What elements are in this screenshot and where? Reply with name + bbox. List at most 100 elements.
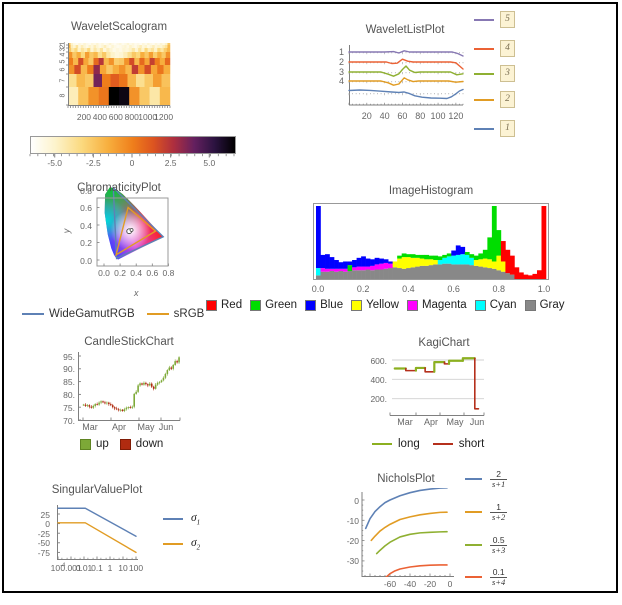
histogram-bar: [352, 260, 357, 268]
heatmap-cell: [121, 45, 125, 48]
legend-item: σ2: [163, 537, 200, 551]
legend-item: 0.1 s+4: [465, 568, 508, 587]
nichols-plot-title: NicholsPlot: [377, 473, 435, 485]
line-swatch-icon: [372, 443, 392, 445]
x-tick-label: May: [137, 422, 155, 432]
heatmap-cell: [124, 58, 130, 65]
candle: [152, 386, 155, 389]
legend-item: Blue: [305, 299, 343, 311]
x-tick-label: Mar: [82, 422, 98, 432]
x-tick-label: Apr: [423, 417, 439, 427]
heatmap-cell: [129, 58, 135, 65]
candle: [129, 407, 132, 408]
series-line-sigma2: [57, 522, 137, 554]
heatmap-cell: [131, 43, 135, 45]
candle: [92, 405, 95, 408]
candle: [115, 408, 118, 410]
y-tick-label: 95.: [63, 351, 75, 362]
heatmap-cell: [134, 58, 140, 65]
colorbar-tick-label: 0: [129, 158, 135, 168]
legend-item: Yellow: [351, 299, 399, 311]
heatmap-cell: [73, 58, 79, 65]
legend-label: σ2: [191, 537, 201, 552]
color-swatch-icon: [119, 438, 131, 450]
histogram-bar: [334, 268, 339, 272]
heatmap-cell: [80, 65, 88, 74]
histogram-bar: [343, 268, 348, 272]
x-tick-label: 100: [128, 563, 144, 573]
heatmap-cell: [124, 43, 127, 45]
x-tick-label: 0.6: [447, 284, 460, 294]
candle: [102, 401, 104, 403]
heatmap-cell: [102, 74, 111, 87]
histogram-bar: [424, 265, 430, 279]
heatmap-cell: [96, 43, 99, 45]
candle: [111, 405, 114, 408]
legend-item: 5: [474, 11, 515, 28]
y-tick-label: 90.: [63, 364, 75, 375]
histogram-bar: [356, 270, 362, 279]
heatmap-cell: [149, 87, 161, 105]
histogram-bar: [365, 269, 371, 279]
line-swatch-icon: [465, 478, 482, 481]
series-line-sigma1: [57, 507, 137, 537]
histogram-bar: [505, 273, 511, 279]
candle: [170, 367, 173, 369]
kagi-segment-short: [424, 367, 436, 373]
legend-item: 4: [474, 40, 515, 57]
y-tick-label: -10: [346, 515, 359, 526]
x-tick-label: 0.6: [146, 268, 159, 278]
histogram-bar: [500, 261, 506, 272]
heatmap-cell: [164, 43, 168, 45]
histogram-bar: [437, 260, 443, 265]
heatmap-cell: [144, 52, 149, 58]
candle: [172, 364, 174, 369]
histogram-bar: [415, 257, 421, 267]
x-tick-label: Jun: [469, 417, 485, 427]
kagi-chart-title: KagiChart: [418, 337, 470, 349]
histogram-bar: [365, 258, 371, 267]
heatmap-cell: [96, 48, 101, 52]
histogram-bar: [379, 263, 384, 270]
colorbar-ticks: [29, 154, 235, 158]
x-tick-label: 0.0: [311, 284, 325, 294]
histogram-bar: [460, 246, 466, 255]
heatmap-cell: [80, 52, 86, 58]
histogram-bar: [334, 260, 339, 269]
histogram-bar: [536, 270, 542, 279]
heatmap-cell: [109, 48, 113, 52]
line-swatch-icon: [163, 543, 183, 546]
line-swatch-icon: [146, 313, 169, 315]
histogram-bar: [415, 266, 421, 279]
heatmap-cell: [127, 52, 132, 58]
legend-item: up: [80, 438, 109, 450]
heatmap-cell: [153, 52, 158, 58]
candle: [160, 380, 163, 383]
x-tick-label: 20: [361, 111, 372, 121]
candle: [96, 404, 98, 405]
y-tick-label: 200.: [370, 394, 387, 405]
heatmap-cell: [162, 45, 166, 48]
heatmap-cell: [93, 43, 97, 45]
histogram-bar: [437, 256, 443, 261]
heatmap-cell: [78, 87, 89, 105]
color-swatch-icon: [250, 299, 262, 311]
histogram-bar: [451, 264, 457, 279]
legend-item: sRGB: [146, 308, 204, 320]
heatmap-cell: [68, 45, 71, 48]
histogram-bar: [370, 270, 375, 279]
candle: [139, 383, 141, 386]
heatmap-cell: [129, 87, 140, 105]
heatmap-cell: [141, 43, 145, 45]
x-tick-label: 400: [92, 112, 107, 122]
singular-value-plot-title: SingularValuePlot: [51, 484, 143, 496]
x-tick-label: 80: [415, 111, 426, 121]
heatmap-cell: [119, 74, 128, 87]
heatmap-cell: [144, 45, 148, 48]
color-swatch-icon: [524, 299, 536, 311]
candle: [147, 384, 149, 386]
heatmap-cell: [134, 43, 138, 45]
histogram-bar: [509, 274, 515, 279]
heatmap-cell: [111, 43, 115, 45]
heatmap-cell: [101, 43, 104, 45]
